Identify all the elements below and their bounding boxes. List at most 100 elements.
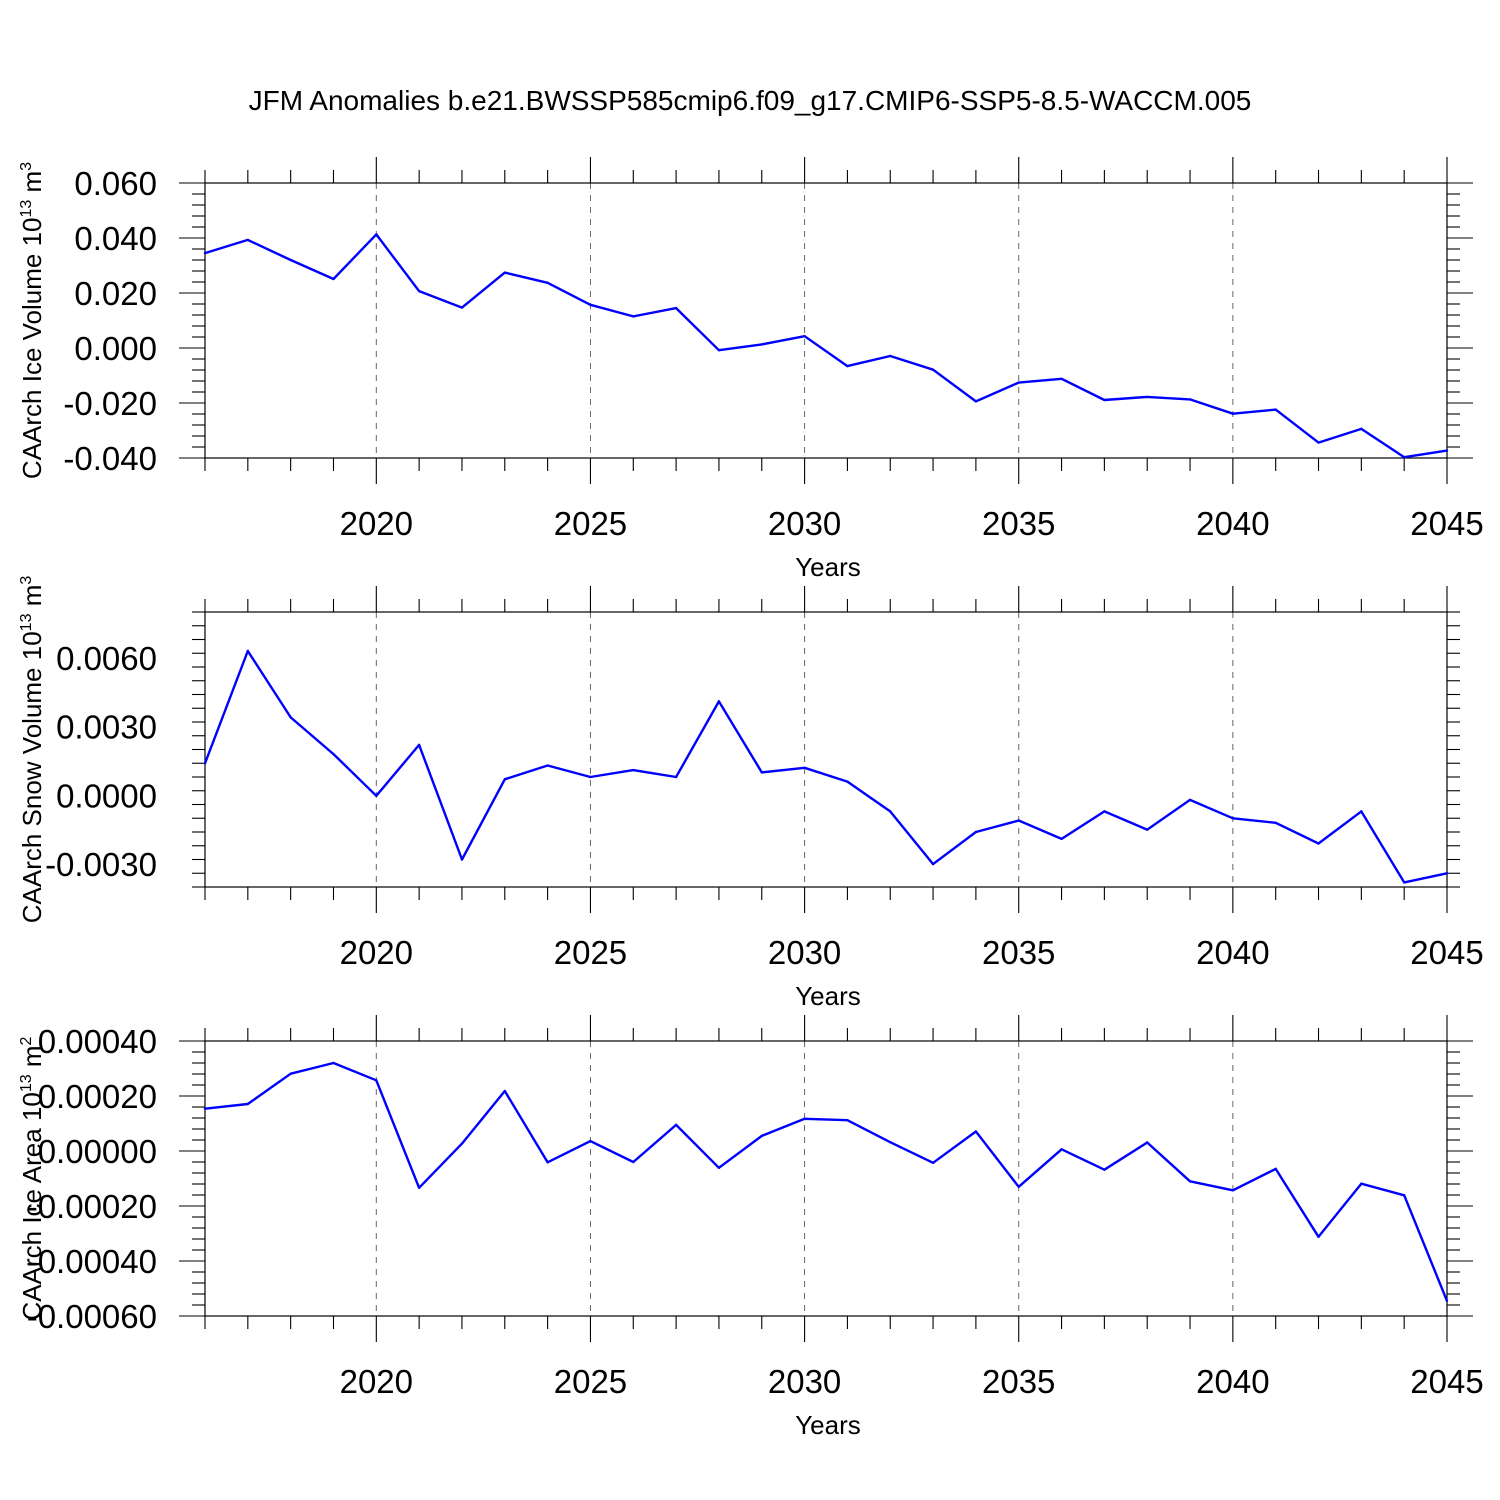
data-point bbox=[546, 281, 549, 285]
x-tick-label: 2025 bbox=[554, 934, 627, 971]
data-point bbox=[1317, 842, 1320, 845]
data-point bbox=[460, 858, 464, 861]
y-tick-label: -0.0030 bbox=[45, 846, 157, 883]
data-point bbox=[846, 1119, 849, 1122]
data-point bbox=[760, 771, 763, 774]
data-point bbox=[1274, 408, 1277, 411]
data-point bbox=[460, 1142, 464, 1145]
x-tick-label: 2035 bbox=[982, 934, 1055, 971]
data-series-line bbox=[203, 649, 1448, 884]
x-tick-label: 2025 bbox=[554, 505, 627, 542]
data-point bbox=[546, 764, 549, 767]
data-point bbox=[203, 762, 207, 765]
y-tick-label: -0.00060 bbox=[27, 1298, 157, 1335]
data-point bbox=[1360, 810, 1363, 813]
data-point bbox=[1317, 1235, 1320, 1239]
data-point bbox=[546, 1161, 549, 1164]
data-point bbox=[803, 766, 806, 770]
data-point bbox=[503, 271, 506, 274]
data-point bbox=[1317, 441, 1320, 444]
y-axis-label: CAArch Ice Area 1013 m2 bbox=[17, 1036, 47, 1320]
data-point bbox=[1445, 449, 1449, 452]
data-point bbox=[717, 700, 721, 703]
data-point bbox=[1017, 1185, 1020, 1188]
data-point bbox=[1402, 455, 1406, 459]
data-point bbox=[632, 1160, 635, 1164]
data-point bbox=[1103, 1168, 1106, 1171]
chart-panel-1: 2020 2025 2030 2035 2040 2045 Years 0.060 0.040 0… bbox=[17, 157, 1484, 582]
y-tick-label: -0.00040 bbox=[27, 1243, 157, 1280]
data-point bbox=[332, 277, 335, 281]
data-point bbox=[1017, 819, 1020, 822]
data-point bbox=[1146, 1141, 1149, 1144]
data-point bbox=[632, 315, 635, 318]
x-tick-label: 2030 bbox=[768, 934, 841, 971]
data-point bbox=[417, 743, 421, 747]
x-axis-label: Years bbox=[795, 552, 861, 582]
data-point bbox=[674, 306, 678, 310]
y-tick-label: 0.0030 bbox=[56, 709, 157, 746]
x-axis-label: Years bbox=[795, 981, 861, 1011]
data-point bbox=[417, 1186, 421, 1190]
y-tick-label: 0.020 bbox=[74, 275, 157, 312]
panels: 2020 2025 2030 2035 2040 2045 Years 0.060 0.040 0… bbox=[17, 157, 1484, 1440]
y-tick-label: 0.040 bbox=[74, 220, 157, 257]
data-point bbox=[931, 368, 935, 371]
data-point bbox=[246, 649, 250, 653]
data-point bbox=[589, 775, 592, 779]
data-point bbox=[846, 364, 849, 368]
x-tick-label: 2040 bbox=[1196, 505, 1269, 542]
data-point bbox=[931, 1161, 935, 1165]
data-point bbox=[1103, 810, 1106, 813]
data-point bbox=[1231, 412, 1235, 415]
plot-frame bbox=[204, 1040, 1448, 1317]
data-point bbox=[1445, 1299, 1449, 1303]
data-point bbox=[203, 1107, 207, 1110]
data-point bbox=[503, 778, 506, 781]
x-tick-label: 2045 bbox=[1410, 505, 1483, 542]
data-point bbox=[1231, 817, 1235, 820]
y-tick-label: 0.00020 bbox=[38, 1078, 157, 1115]
data-point bbox=[332, 1061, 335, 1065]
x-tick-label: 2025 bbox=[554, 1363, 627, 1400]
data-point bbox=[375, 1079, 378, 1082]
data-point bbox=[1060, 1148, 1063, 1151]
y-axis-label: CAArch Snow Volume 1013 m3 bbox=[17, 576, 47, 924]
x-tick-label: 2045 bbox=[1410, 934, 1483, 971]
data-point bbox=[760, 343, 763, 346]
data-point bbox=[889, 354, 892, 358]
data-series-line bbox=[204, 233, 1448, 459]
data-point bbox=[889, 810, 892, 813]
data-point bbox=[889, 1141, 892, 1144]
data-point bbox=[1445, 872, 1449, 875]
x-tick-label: 2040 bbox=[1196, 934, 1269, 971]
data-point bbox=[460, 306, 464, 309]
x-tick-label: 2045 bbox=[1410, 1363, 1483, 1400]
data-point bbox=[589, 1139, 592, 1143]
data-point bbox=[375, 233, 378, 236]
data-point bbox=[1402, 1194, 1406, 1197]
x-tick-label: 2035 bbox=[982, 1363, 1055, 1400]
data-point bbox=[1360, 1182, 1363, 1185]
data-point bbox=[289, 1072, 292, 1075]
data-point bbox=[974, 1130, 978, 1133]
data-point bbox=[1402, 881, 1406, 884]
data-point bbox=[1188, 398, 1192, 401]
data-point bbox=[1188, 798, 1192, 802]
y-tick-label: -0.040 bbox=[63, 440, 157, 477]
data-point bbox=[1060, 837, 1063, 841]
data-point bbox=[332, 752, 335, 756]
y-axis-label: CAArch Ice Volume 1013 m3 bbox=[17, 162, 47, 479]
data-point bbox=[1103, 398, 1106, 402]
data-point bbox=[803, 1117, 806, 1121]
chart-panel-2: 2020 2025 2030 2035 2040 2045 Years 0.0060 0.003… bbox=[17, 576, 1484, 1011]
x-tick-label: 2030 bbox=[768, 505, 841, 542]
data-point bbox=[1017, 381, 1020, 384]
data-point bbox=[1360, 427, 1363, 431]
y-tick-label: 0.0000 bbox=[56, 777, 157, 814]
plot-frame bbox=[204, 182, 1448, 459]
x-tick-label: 2020 bbox=[340, 1363, 413, 1400]
chart-title: JFM Anomalies b.e21.BWSSP585cmip6.f09_g1… bbox=[249, 85, 1252, 116]
y-tick-label: -0.00020 bbox=[27, 1188, 157, 1225]
